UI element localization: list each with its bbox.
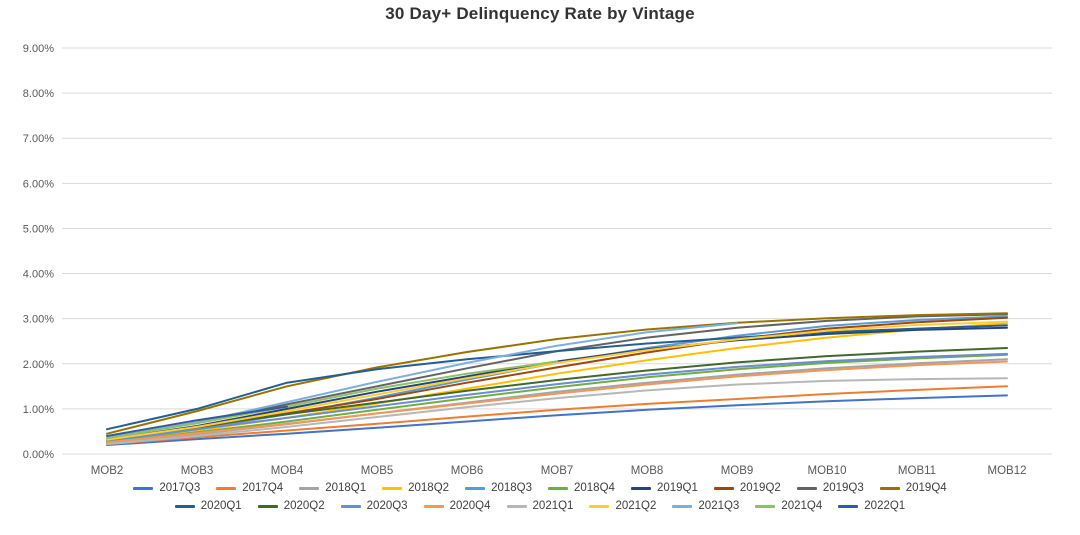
x-tick-label: MOB12: [988, 465, 1027, 477]
series-line-2020Q4: [106, 360, 1008, 444]
legend-line-swatch: [589, 504, 610, 508]
series-line-2022Q1: [106, 405, 288, 437]
legend-line-swatch: [382, 486, 403, 490]
legend-item-2018Q1: 2018Q1: [299, 482, 366, 494]
legend-item-2018Q2: 2018Q2: [382, 482, 449, 494]
legend-label: 2017Q3: [159, 482, 201, 494]
legend-item-2021Q2: 2021Q2: [589, 500, 656, 512]
legend-row: 2020Q1 2020Q2 2020Q3 2020Q4 2021Q1 2021Q2 2021…: [174, 500, 905, 512]
x-tick-label: MOB3: [181, 465, 214, 477]
series-line-2017Q4: [106, 385, 1008, 446]
y-tick-label: 6.00%: [23, 178, 54, 190]
series-line-2021Q2: [106, 320, 1008, 441]
legend-item-2021Q3: 2021Q3: [672, 500, 739, 512]
legend-label: 2019Q2: [739, 482, 781, 494]
legend-line-swatch: [838, 504, 859, 508]
legend-label: 2020Q3: [366, 500, 408, 512]
legend-label: 2021Q2: [615, 500, 657, 512]
legend-line-swatch: [672, 504, 693, 508]
legend-label: 2020Q2: [283, 500, 325, 512]
series-line-2019Q4: [106, 312, 1008, 435]
series-line-2021Q1: [106, 377, 1008, 446]
series-line-2020Q3: [106, 352, 1008, 442]
legend-item-2019Q2: 2019Q2: [713, 482, 781, 494]
legend-item-2020Q4: 2020Q4: [423, 500, 491, 512]
legend-label: 2020Q4: [449, 500, 491, 512]
legend-line-swatch: [879, 486, 900, 490]
legend-item-2018Q4: 2018Q4: [548, 482, 615, 494]
y-tick-label: 5.00%: [23, 223, 54, 235]
legend-label: 2018Q3: [491, 482, 532, 494]
legend-label: 2019Q1: [656, 482, 698, 494]
legend-line-swatch: [755, 504, 776, 508]
series-line-2018Q4: [106, 353, 1008, 444]
legend-item-2020Q3: 2020Q3: [340, 500, 408, 512]
y-tick-label: 1.00%: [23, 404, 54, 416]
legend-line-swatch: [796, 486, 817, 490]
legend-item-2021Q1: 2021Q1: [506, 500, 574, 512]
legend-item-2022Q1: 2022Q1: [838, 500, 905, 512]
series-line-2021Q4: [106, 360, 558, 440]
legend-item-2021Q4: 2021Q4: [755, 500, 822, 512]
legend-item-2017Q4: 2017Q4: [216, 482, 283, 494]
y-tick-label: 7.00%: [23, 133, 54, 145]
legend-item-2017Q3: 2017Q3: [133, 482, 200, 494]
legend-line-swatch: [465, 486, 486, 490]
legend-line-swatch: [216, 486, 237, 490]
y-tick-label: 8.00%: [23, 88, 54, 100]
legend-label: 2018Q2: [408, 482, 450, 494]
series-line-2020Q1: [106, 324, 1008, 431]
legend-item-2019Q1: 2019Q1: [630, 482, 698, 494]
legend-label: 2021Q3: [698, 500, 740, 512]
y-tick-label: 2.00%: [23, 359, 54, 371]
legend-label: 2018Q1: [325, 482, 367, 494]
legend-label: 2017Q4: [242, 482, 284, 494]
plot-area: 0.00% 1.00% 2.00% 3.00% 4.00% 5.00% 6.00% 7.00%…: [23, 43, 1052, 477]
y-tick-label: 9.00%: [23, 43, 54, 55]
legend-label: 2022Q1: [864, 500, 906, 512]
legend-row: 2017Q3 2017Q4 2018Q1 2018Q2 2018Q3 2018Q4 2019…: [133, 482, 947, 494]
x-tick-label: MOB5: [361, 465, 394, 477]
x-tick-label: MOB11: [898, 465, 936, 477]
legend-item-2019Q3: 2019Q3: [796, 482, 864, 494]
legend-label: 2019Q3: [822, 482, 864, 494]
legend-label: 2021Q1: [532, 500, 574, 512]
legend-label: 2021Q4: [781, 500, 823, 512]
y-tick-label: 0.00%: [23, 449, 54, 461]
legend-item-2018Q3: 2018Q3: [465, 482, 532, 494]
x-tick-label: MOB10: [808, 465, 847, 477]
legend-line-swatch: [423, 504, 444, 508]
legend-item-2020Q1: 2020Q1: [174, 500, 242, 512]
x-tick-label: MOB8: [631, 465, 664, 477]
legend-label: 2018Q4: [574, 482, 615, 494]
legend-line-swatch: [174, 504, 195, 508]
legend-line-swatch: [630, 486, 651, 490]
legend-item-2020Q2: 2020Q2: [257, 500, 325, 512]
x-tick-label: MOB9: [721, 465, 754, 477]
y-tick-label: 4.00%: [23, 269, 54, 281]
legend-line-swatch: [713, 486, 734, 490]
legend-line-swatch: [133, 486, 154, 490]
x-tick-label: MOB7: [541, 465, 574, 477]
legend-item-2019Q4: 2019Q4: [879, 482, 947, 494]
x-tick-label: MOB6: [451, 465, 484, 477]
y-tick-label: 3.00%: [23, 314, 54, 326]
legend-line-swatch: [506, 504, 527, 508]
legend-line-swatch: [257, 504, 278, 508]
chart-title: 30 Day+ Delinquency Rate by Vintage: [385, 4, 695, 23]
legend-line-swatch: [340, 504, 361, 508]
legend: 2017Q3 2017Q4 2018Q1 2018Q2 2018Q3 2018Q4 2019…: [0, 480, 1080, 512]
legend-label: 2019Q4: [905, 482, 947, 494]
legend-label: 2020Q1: [200, 500, 242, 512]
series-line-2017Q3: [106, 394, 1008, 446]
x-tick-label: MOB4: [271, 465, 304, 477]
series-line-2021Q3: [106, 322, 738, 440]
x-tick-label: MOB2: [91, 465, 124, 477]
series-line-2020Q2: [106, 347, 1008, 441]
legend-line-swatch: [548, 486, 568, 490]
legend-line-swatch: [299, 486, 320, 490]
